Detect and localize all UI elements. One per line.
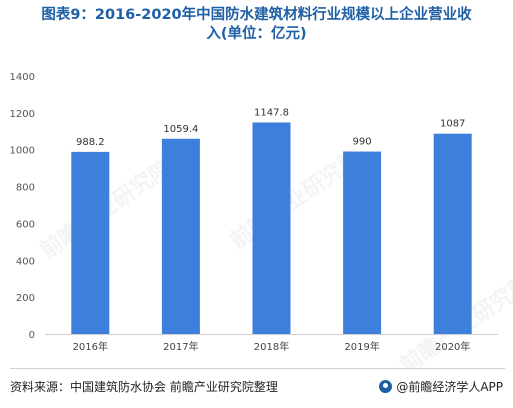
y-tick-label: 1000	[10, 146, 35, 157]
y-tick-label: 1400	[10, 72, 35, 83]
bar-value-label: 1147.8	[254, 107, 289, 118]
x-tick-label: 2018年	[254, 340, 289, 353]
x-tick-label: 2016年	[73, 340, 108, 353]
y-tick-label: 0	[29, 330, 35, 341]
bars: 988.2 1059.4 1147.8 990 1087	[71, 107, 472, 334]
qianzhan-logo-icon	[379, 380, 393, 393]
chart-title-line2: 入(单位：亿元)	[206, 26, 307, 42]
x-tick-label: 2020年	[435, 340, 470, 353]
bar	[252, 122, 291, 334]
footer-divider	[10, 368, 505, 369]
bar-value-label: 988.2	[76, 137, 105, 148]
bar	[343, 151, 382, 334]
bar	[161, 138, 200, 334]
x-tick-label: 2019年	[344, 340, 379, 353]
y-axis: 0 200 400 600 800 1000 1200 1400	[10, 72, 35, 341]
bar-value-label: 1087	[440, 119, 465, 130]
y-tick-label: 400	[16, 256, 35, 267]
bar-value-label: 1059.4	[163, 124, 198, 135]
bar	[71, 151, 110, 334]
bar	[433, 133, 472, 334]
footer: 资料来源：中国建筑防水协会 前瞻产业研究院整理 @前瞻经济学人APP	[0, 368, 513, 408]
x-tick-label: 2017年	[163, 340, 198, 353]
y-tick-label: 200	[16, 293, 35, 304]
brand-credit: @前瞻经济学人APP	[379, 378, 503, 395]
y-tick-label: 800	[16, 183, 35, 194]
chart-title: 图表9：2016-2020年中国防水建筑材料行业规模以上企业营业收 入(单位：亿…	[0, 6, 513, 44]
brand-label: @前瞻经济学人APP	[396, 380, 503, 394]
chart-title-line1: 图表9：2016-2020年中国防水建筑材料行业规模以上企业营业收	[41, 7, 472, 23]
y-tick-label: 1200	[10, 109, 35, 120]
x-axis: 2016年 2017年 2018年 2019年 2020年	[45, 334, 498, 353]
bar-chart: 前瞻产业研究院前瞻产业研究院前瞻产业研究院 020040060080010001…	[10, 72, 513, 368]
source-note: 资料来源：中国建筑防水协会 前瞻产业研究院整理	[10, 380, 278, 394]
y-tick-label: 600	[16, 219, 35, 230]
bar-value-label: 990	[353, 137, 372, 148]
